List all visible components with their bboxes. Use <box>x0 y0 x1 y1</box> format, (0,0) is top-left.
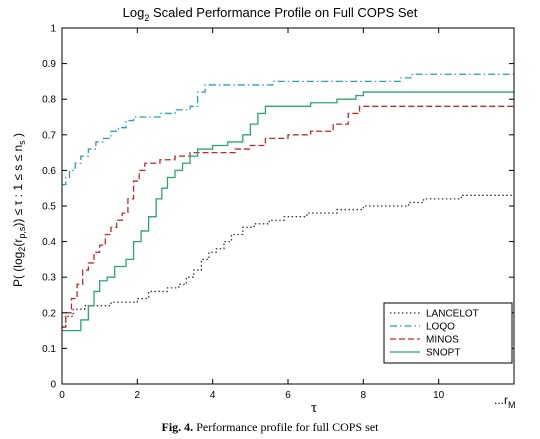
legend: LANCELOT LOQO MINOS SNOPT <box>383 302 513 364</box>
y-tick-label: 0.6 <box>42 166 56 177</box>
y-tick-label: 0.1 <box>42 344 56 355</box>
y-tick-label: 0.2 <box>42 308 56 319</box>
y-tick-label: 0.9 <box>42 59 56 70</box>
legend-label-loqo: LOQO <box>426 322 455 333</box>
series-snopt-line <box>62 91 514 332</box>
y-tick-label: 0.5 <box>42 202 56 213</box>
caption-text: Performance profile for full COPS set <box>193 420 379 434</box>
svg-text:P( (log2(rp,s)) ≤ τ : 1 ≤ s ≤: P( (log2(rp,s)) ≤ τ : 1 ≤ s ≤ ns ) <box>11 133 27 287</box>
title-prefix: Log <box>123 5 145 20</box>
legend-label-lancelot: LANCELOT <box>426 309 479 320</box>
y-axis-label: P( (log2(rp,s)) ≤ τ : 1 ≤ s ≤ ns ) <box>11 133 27 287</box>
figure-caption: Fig. 4. Performance profile for full COP… <box>0 420 540 435</box>
legend-label-snopt: SNOPT <box>426 348 460 359</box>
x-end-label: ...rM <box>494 393 516 410</box>
y-tick-label: 0.4 <box>42 237 56 248</box>
series-minos-line <box>62 105 514 328</box>
x-tick-label: 8 <box>361 390 367 401</box>
y-tick-label: 0.8 <box>42 95 56 106</box>
x-tick-label: 4 <box>210 390 216 401</box>
y-tick-label: 0.3 <box>42 273 56 284</box>
legend-label-minos: MINOS <box>426 335 459 346</box>
title-subscript: 2 <box>144 13 149 23</box>
series-loqo-line <box>62 73 514 186</box>
y-tick-label: 1 <box>50 24 56 35</box>
performance-profile-chart: Log2 Scaled Performance Profile on Full … <box>11 5 516 416</box>
y-tick-label: 0 <box>50 380 56 391</box>
title-suffix: Scaled Performance Profile on Full COPS … <box>149 5 417 20</box>
x-tick-label: 10 <box>433 390 445 401</box>
x-tick-label: 2 <box>135 390 141 401</box>
x-tick-label: 6 <box>285 390 291 401</box>
chart-title: Log2 Scaled Performance Profile on Full … <box>123 5 418 23</box>
caption-label: Fig. 4. <box>161 420 194 434</box>
y-tick-label: 0.7 <box>42 130 56 141</box>
x-tick-label: 0 <box>59 390 65 401</box>
plot-area <box>62 73 514 332</box>
x-axis-label: τ <box>311 400 317 416</box>
axes: 00.10.20.30.40.50.60.70.80.910 2 4 6 8 10 <box>42 24 515 401</box>
legend-box <box>383 302 513 364</box>
